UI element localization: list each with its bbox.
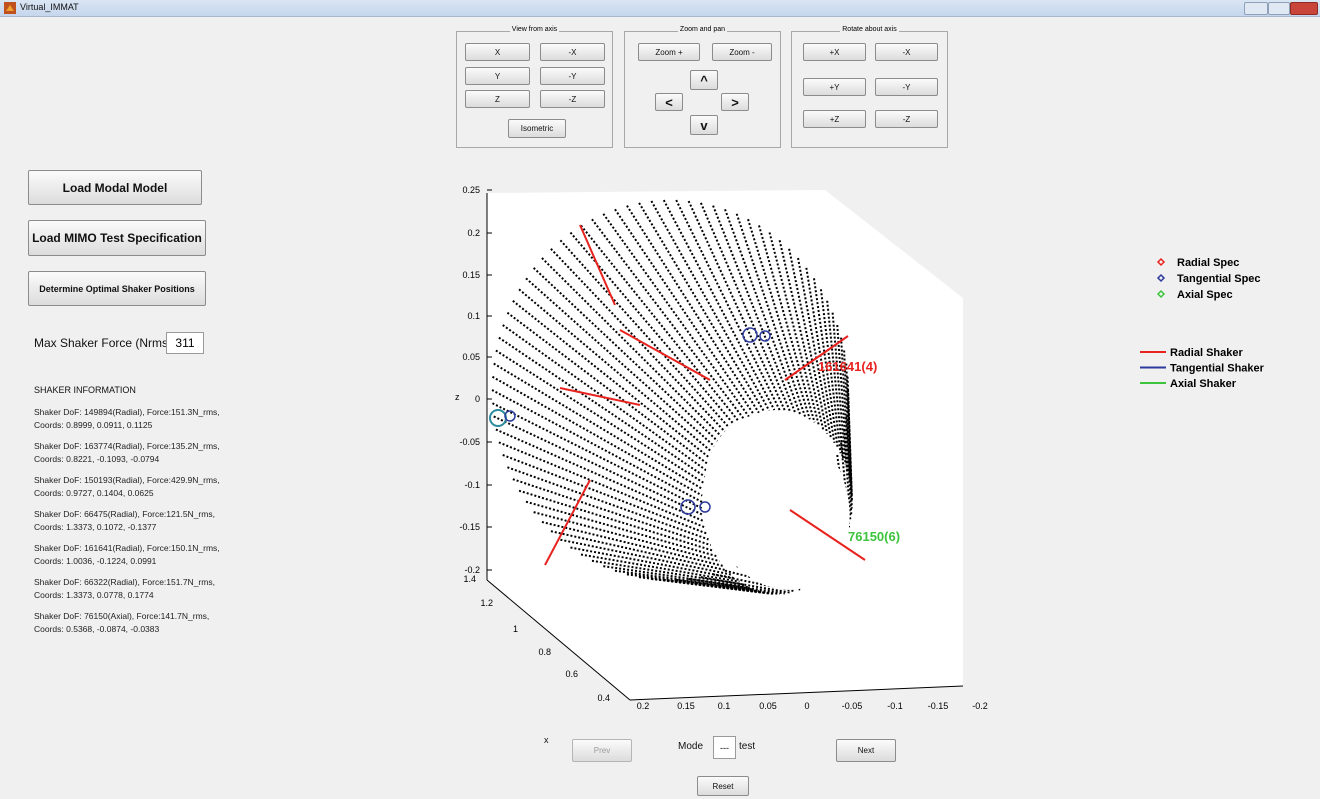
reset-button[interactable]: Reset	[697, 776, 749, 796]
x-tick-label: -0.15	[928, 701, 949, 711]
pan-up-button[interactable]: ^	[690, 70, 718, 90]
view-button[interactable]: -X	[540, 43, 605, 61]
shaker-info-line: Coords: 0.5368, -0.0874, -0.0383	[34, 623, 159, 636]
z-tick-label: -0.15	[459, 522, 480, 532]
zoom-out-button[interactable]: Zoom -	[712, 43, 772, 61]
plot: z 161641(4) 76150(6) 0.25 0.2 0.15 0.1 0.05 0…	[440, 180, 1000, 720]
z-tick-label: 0	[475, 394, 480, 404]
pan-down-button[interactable]: v	[690, 115, 718, 135]
shaker-info-line: Coords: 0.8221, -0.1093, -0.0794	[34, 453, 159, 466]
z-axis-label: z	[455, 392, 460, 402]
shaker-info-line: Shaker DoF: 150193(Radial), Force:429.9N…	[34, 474, 220, 487]
rotate-button[interactable]: -Y	[875, 78, 938, 96]
shaker-info-line: Coords: 1.3373, 0.0778, 0.1774	[34, 589, 154, 602]
y-tick-label: 0.8	[538, 647, 551, 657]
shaker-info-line: Shaker DoF: 66475(Radial), Force:121.5N_…	[34, 508, 215, 521]
shaker-info-line: Coords: 1.3373, 0.1072, -0.1377	[34, 521, 156, 534]
app-icon	[4, 2, 16, 14]
z-tick-label: 0.2	[467, 228, 480, 238]
x-tick-label: -0.2	[972, 701, 988, 711]
panel-title: Zoom and pan	[678, 26, 727, 33]
legend-label: Radial Shaker	[1170, 347, 1243, 359]
legend-graphic: Radial Spec Tangential Spec Axial Spec Radi…	[1130, 252, 1320, 402]
mode-label: Mode	[678, 741, 703, 752]
z-tick-label: 0.15	[462, 270, 480, 280]
shaker-info-line: Coords: 0.9727, 0.1404, 0.0625	[34, 487, 154, 500]
legend-label: Axial Spec	[1177, 289, 1233, 301]
z-tick-label: 0.25	[462, 185, 480, 195]
shaker-info-line: Shaker DoF: 163774(Radial), Force:135.2N…	[34, 440, 220, 453]
node-annotation: 76150(6)	[848, 529, 900, 544]
load-spec-button[interactable]: Load MIMO Test Specification	[28, 220, 206, 256]
y-tick-label: 1.2	[480, 598, 493, 608]
pan-right-button[interactable]: >	[721, 93, 749, 111]
legend-marker	[1158, 291, 1164, 297]
view-button[interactable]: Z	[465, 90, 530, 108]
z-tick-label: -0.05	[459, 437, 480, 447]
shaker-info-line: Coords: 1.0036, -0.1224, 0.0991	[34, 555, 156, 568]
prev-button[interactable]: Prev	[572, 739, 632, 762]
mode-input[interactable]: ---	[713, 736, 736, 759]
x-tick-label: 0.1	[718, 701, 731, 711]
minimize-button[interactable]	[1244, 2, 1268, 15]
mode-suffix: test	[739, 741, 755, 752]
y-tick-label: 0.6	[565, 669, 578, 679]
y-tick-label: 1.4	[463, 574, 476, 584]
legend-marker	[1158, 275, 1164, 281]
legend-marker	[1158, 259, 1164, 265]
view-button[interactable]: X	[465, 43, 530, 61]
optimize-button[interactable]: Determine Optimal Shaker Positions	[28, 271, 206, 306]
max-force-label: Max Shaker Force (Nrms)	[34, 336, 172, 350]
pan-left-button[interactable]: <	[655, 93, 683, 111]
view-button[interactable]: -Y	[540, 67, 605, 85]
legend-label: Axial Shaker	[1170, 378, 1237, 390]
load-modal-button[interactable]: Load Modal Model	[28, 170, 202, 205]
shaker-info-line: Coords: 0.8999, 0.0911, 0.1125	[34, 419, 152, 432]
x-tick-label: 0.2	[637, 701, 650, 711]
node-annotation: 161641(4)	[818, 359, 877, 374]
y-tick-label: 0.4	[597, 693, 610, 703]
panel-title: Rotate about axis	[840, 26, 898, 33]
legend-label: Radial Spec	[1177, 257, 1239, 269]
info-title: SHAKER INFORMATION	[34, 385, 136, 395]
rotate-button[interactable]: +X	[803, 43, 866, 61]
shaker-info-line: Shaker DoF: 66322(Radial), Force:151.7N_…	[34, 576, 215, 589]
app-window: Virtual_IMMAT View from axis Zoom and pa…	[0, 0, 1320, 799]
close-button[interactable]	[1290, 2, 1318, 15]
view-button[interactable]: -Z	[540, 90, 605, 108]
shaker-info-line: Shaker DoF: 149894(Radial), Force:151.3N…	[34, 406, 220, 419]
title-bar: Virtual_IMMAT	[0, 0, 1320, 17]
z-tick-label: 0.05	[462, 352, 480, 362]
window-title: Virtual_IMMAT	[20, 2, 79, 12]
z-tick-label: -0.1	[464, 480, 480, 490]
legend: Radial Spec Tangential Spec Axial Spec Radi…	[1130, 252, 1320, 402]
legend-label: Tangential Spec	[1177, 273, 1261, 285]
y-tick-label: 1	[513, 624, 518, 634]
x-axis-label: x	[544, 735, 549, 745]
x-tick-label: -0.05	[842, 701, 863, 711]
rotate-button[interactable]: -Z	[875, 110, 938, 128]
rotate-button[interactable]: +Y	[803, 78, 866, 96]
legend-label: Tangential Shaker	[1170, 363, 1265, 375]
shaker-info-line: Shaker DoF: 161641(Radial), Force:150.1N…	[34, 542, 220, 555]
rotate-button[interactable]: -X	[875, 43, 938, 61]
x-tick-label: -0.1	[887, 701, 903, 711]
x-tick-label: 0	[804, 701, 809, 711]
zoom-in-button[interactable]: Zoom +	[638, 43, 700, 61]
maximize-button[interactable]	[1268, 2, 1290, 15]
view-button[interactable]: Y	[465, 67, 530, 85]
shaker-info-line: Shaker DoF: 76150(Axial), Force:141.7N_r…	[34, 610, 209, 623]
z-tick-label: 0.1	[467, 311, 480, 321]
x-tick-label: 0.05	[759, 701, 777, 711]
rotate-button[interactable]: +Z	[803, 110, 866, 128]
isometric-button[interactable]: Isometric	[508, 119, 566, 138]
panel-title: View from axis	[510, 26, 559, 33]
x-tick-label: 0.15	[677, 701, 695, 711]
max-force-input[interactable]: 311	[166, 332, 204, 354]
next-button[interactable]: Next	[836, 739, 896, 762]
